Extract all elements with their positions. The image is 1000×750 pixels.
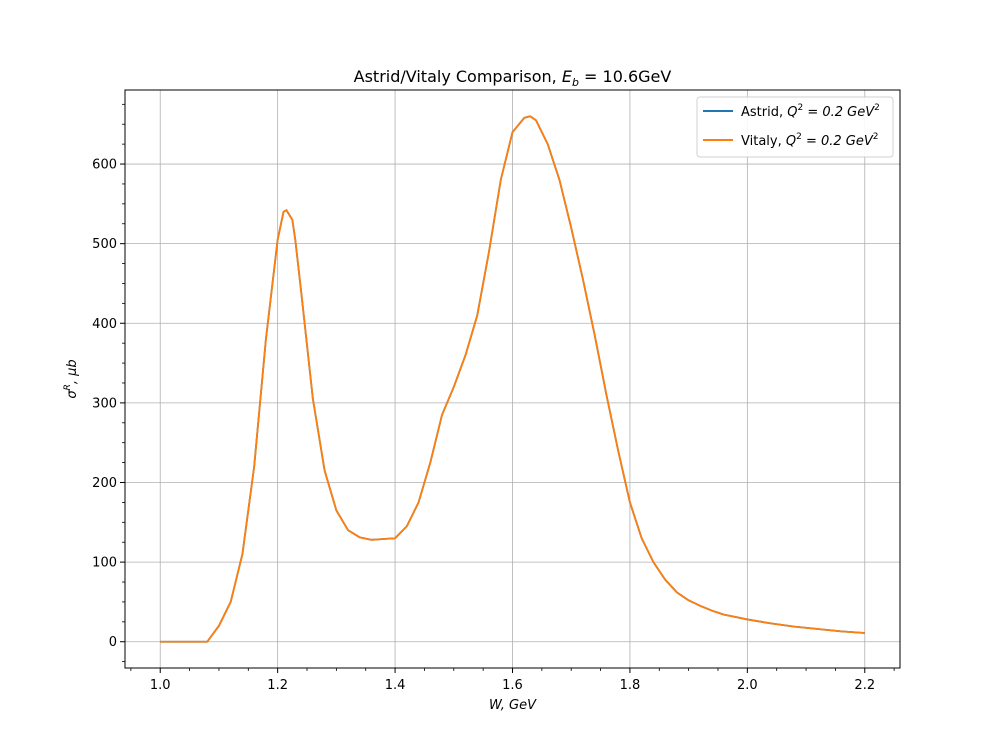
x-tick-label: 1.0 xyxy=(150,678,171,693)
y-tick-label: 200 xyxy=(92,476,117,491)
x-tick-label: 2.2 xyxy=(854,678,875,693)
legend-box xyxy=(696,96,894,158)
chart-title: Astrid/Vitaly Comparison, Eb = 10.6GeV xyxy=(354,67,672,89)
x-tick-label: 1.4 xyxy=(385,678,406,693)
legend-label-vitaly: Vitaly, Q2 = 0.2 GeV2 xyxy=(741,132,879,149)
x-tick-label: 1.2 xyxy=(267,678,288,693)
x-tick-label: 2.0 xyxy=(737,678,758,693)
x-axis-label: W, GeV xyxy=(489,698,537,713)
y-tick-label: 100 xyxy=(92,556,117,571)
series-line-vitaly xyxy=(160,115,865,643)
plot-area: 1.0 1.2 1.4 1.6 1.8 2.0 2.2 0 100 200 300 400 500 60… xyxy=(92,89,901,693)
y-tick-label: 500 xyxy=(92,237,117,252)
y-axis-label: σR, μb xyxy=(63,359,80,398)
x-axis-ticks: 1.0 1.2 1.4 1.6 1.8 2.0 2.2 xyxy=(130,668,895,693)
y-tick-label: 300 xyxy=(92,396,117,411)
y-axis-ticks: 0 100 200 300 400 500 600 xyxy=(92,103,125,663)
y-tick-label: 0 xyxy=(109,635,117,650)
grid-lines xyxy=(125,90,900,668)
legend: Astrid, Q2 = 0.2 GeV2 Vitaly, Q2 = 0.2 G… xyxy=(696,96,894,158)
y-tick-label: 400 xyxy=(92,317,117,332)
legend-label-astrid: Astrid, Q2 = 0.2 GeV2 xyxy=(741,103,880,120)
x-tick-label: 1.6 xyxy=(502,678,523,693)
y-tick-label: 600 xyxy=(92,158,117,173)
x-tick-label: 1.8 xyxy=(620,678,641,693)
series-layer xyxy=(160,115,865,643)
